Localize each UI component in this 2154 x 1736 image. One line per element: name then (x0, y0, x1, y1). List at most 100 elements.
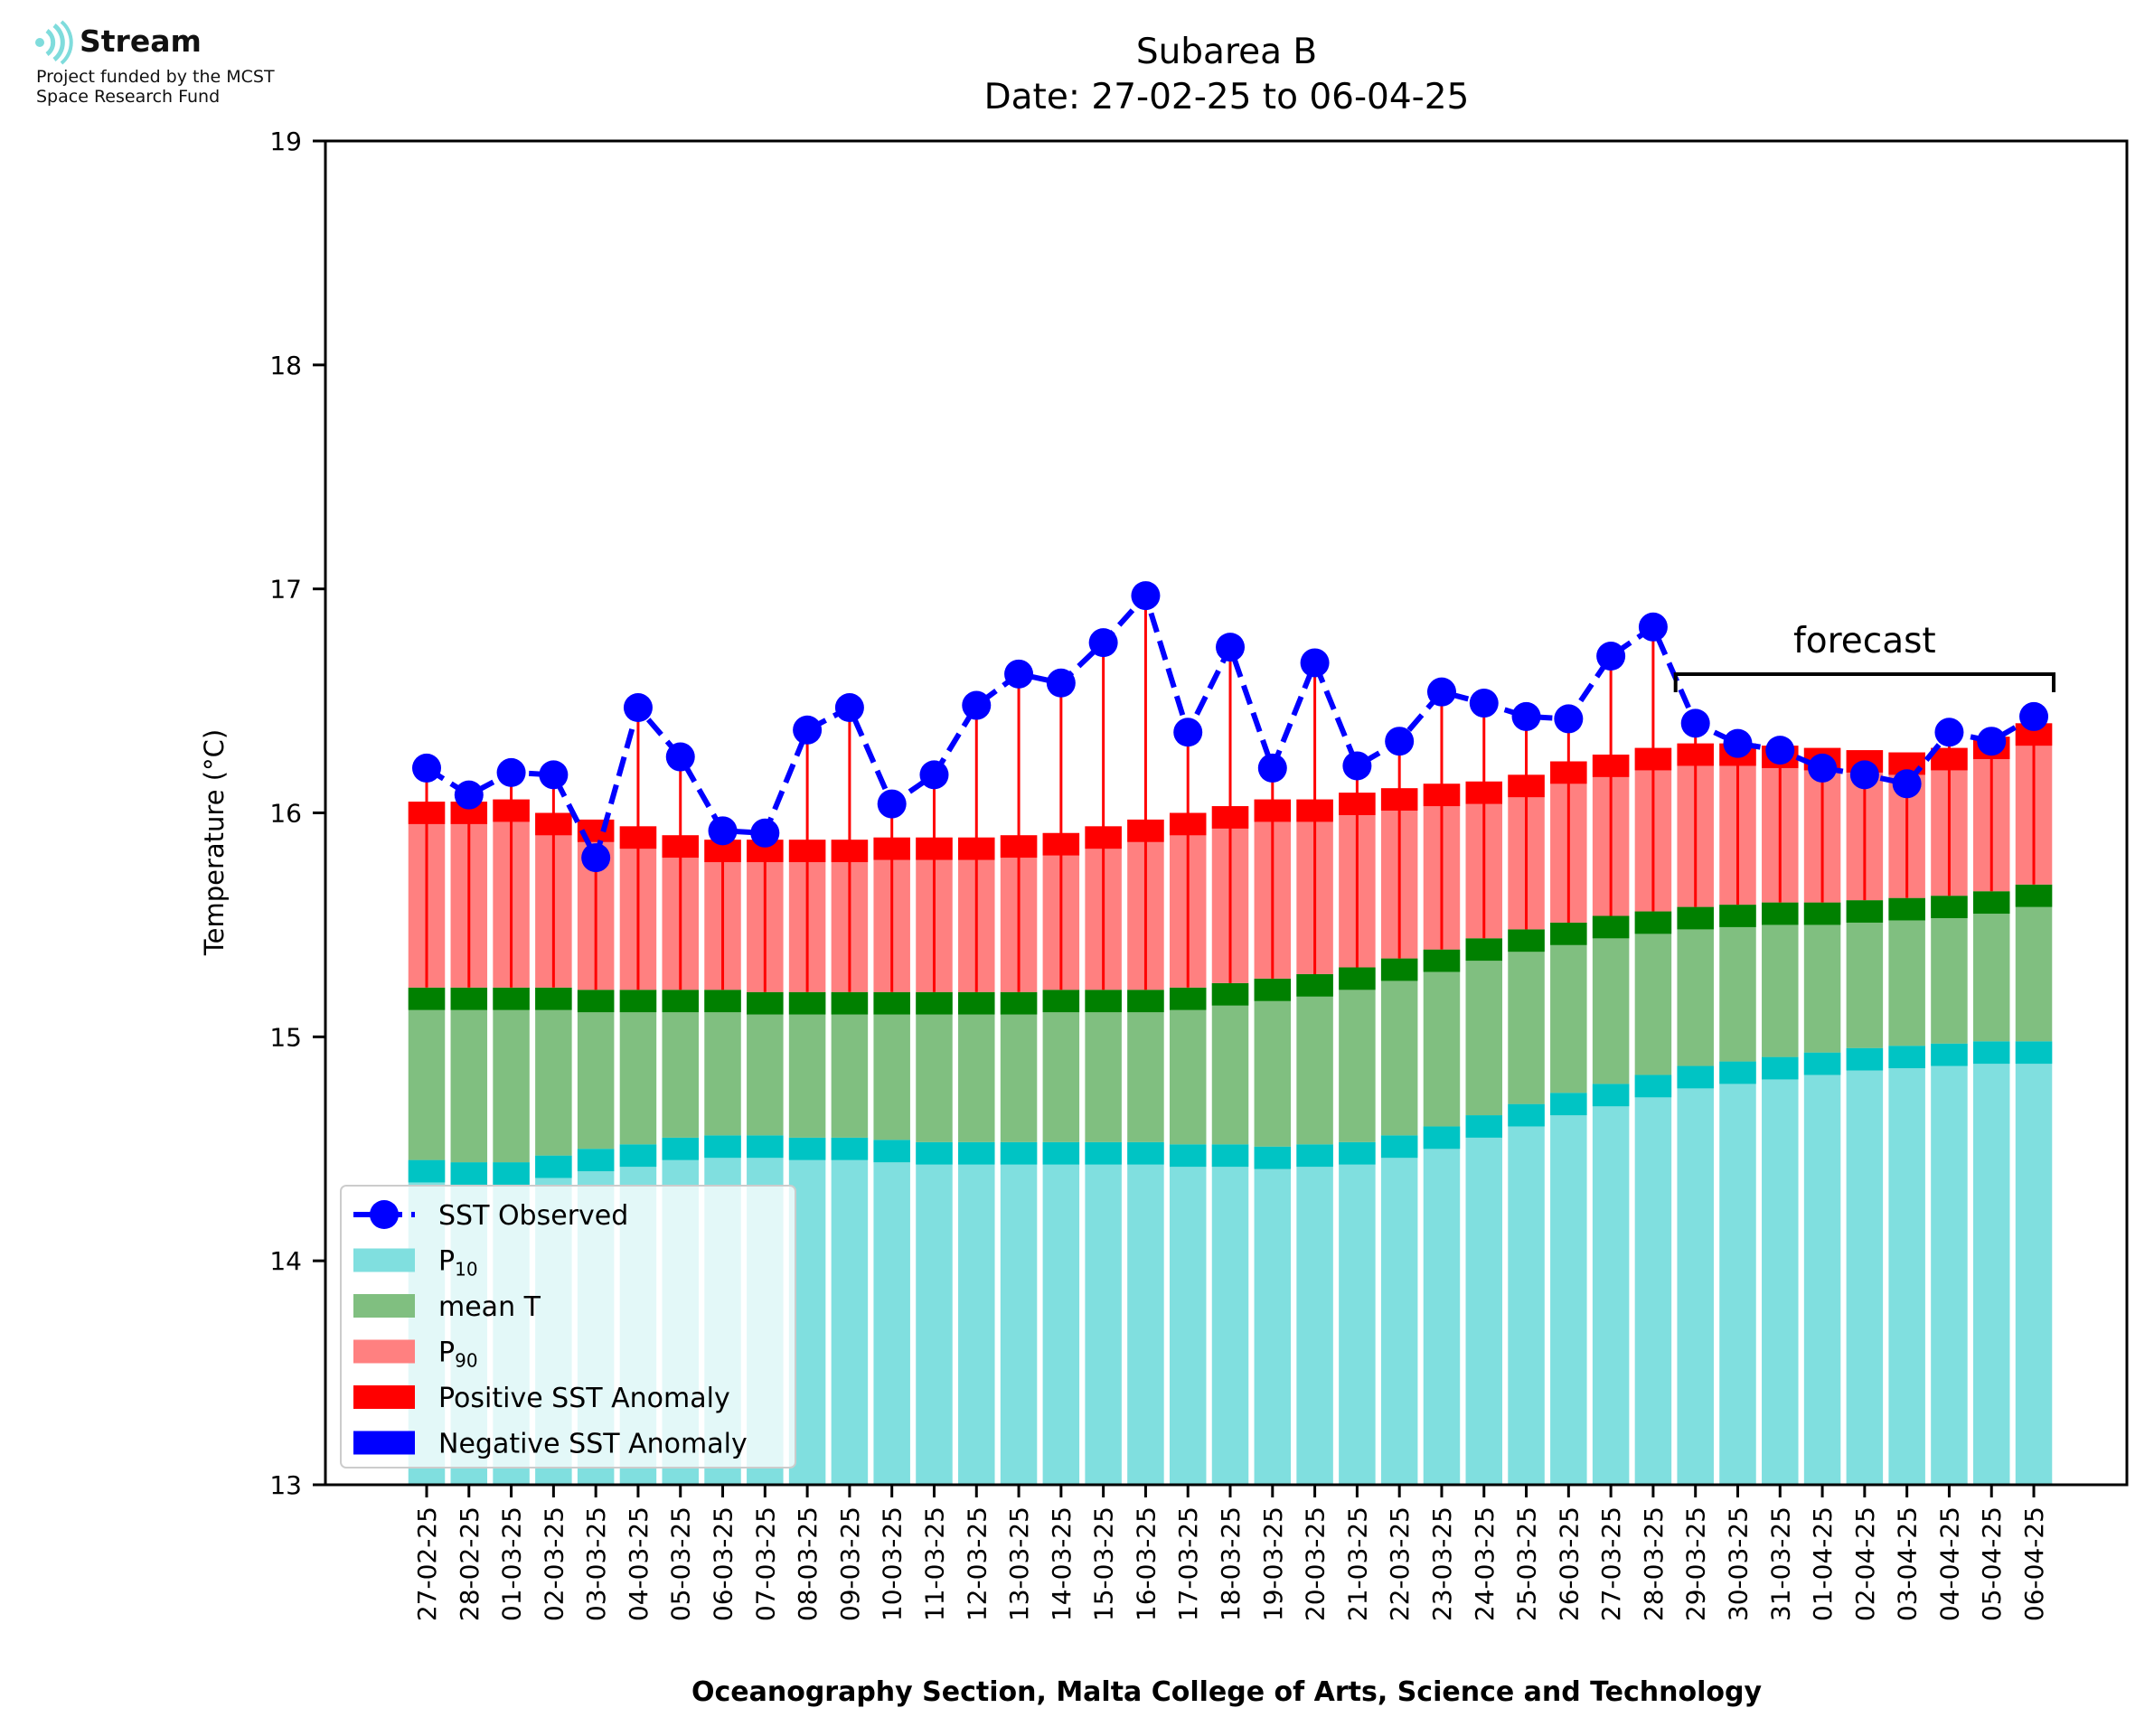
p10-bar (1888, 1046, 1925, 1485)
mean-bar (1972, 891, 2010, 1042)
sst-point (1173, 718, 1203, 747)
p10-bar-top (916, 1141, 953, 1165)
mean-bar (1803, 902, 1841, 1053)
p10-bar-top (619, 1144, 657, 1168)
mean-bar-top (1085, 990, 1122, 1013)
mean-bar (2015, 884, 2053, 1042)
mean-bar-top (1211, 982, 1249, 1006)
mean-bar (1339, 967, 1376, 1142)
mean-bar (408, 987, 446, 1160)
mean-bar (1169, 987, 1207, 1145)
p10-bar-top (788, 1137, 826, 1160)
x-tick-label: 09-03-25 (835, 1506, 865, 1621)
p10-bar-top (873, 1140, 910, 1163)
sst-point (1934, 718, 1964, 747)
p10-bar (1634, 1074, 1672, 1485)
mean-bar-top (916, 991, 953, 1015)
mean-bar-top (2015, 884, 2053, 907)
p10-bar-top (1254, 1146, 1292, 1169)
mean-bar (1380, 958, 1418, 1136)
chart-subtitle: Date: 27-02-25 to 06-04-25 (984, 77, 1470, 117)
mean-bar (1211, 982, 1249, 1145)
sst-point (454, 780, 484, 810)
p10-bar (1127, 1141, 1164, 1485)
p10-bar (831, 1137, 869, 1485)
sst-point (1765, 736, 1795, 765)
p10-bar-top (958, 1141, 995, 1165)
sst-point (581, 843, 611, 873)
x-tick-label: 29-03-25 (1681, 1506, 1711, 1621)
sst-point (412, 753, 441, 783)
sst-point (1723, 728, 1753, 758)
sst-point (1216, 633, 1246, 662)
p10-bar-top (1211, 1144, 1249, 1168)
logo-brand: Stream (80, 23, 202, 59)
mean-bar-top (1465, 938, 1502, 962)
p10-bar-top (1634, 1074, 1672, 1098)
sst-point (2019, 701, 2049, 731)
stream-waves-icon (35, 20, 73, 65)
p10-bar (1550, 1093, 1587, 1485)
y-tick-label: 15 (269, 1022, 302, 1052)
mean-bar-top (408, 987, 446, 1010)
p10-bar-top (1888, 1046, 1925, 1069)
mean-bar-top (493, 987, 530, 1010)
mean-bar-top (1972, 891, 2010, 915)
axes-layer: 13 14 15 16 17 18 19 27-02-25 28-02-25 01-03-25 02… (269, 127, 2129, 1621)
y-tick-label: 19 (269, 127, 302, 156)
mean-bar (535, 987, 572, 1156)
mean-bar (493, 987, 530, 1163)
sst-point (1977, 727, 2007, 756)
p10-bar (1592, 1084, 1630, 1485)
p10-bar-top (1846, 1047, 1884, 1071)
x-tick-label: 02-04-25 (1850, 1506, 1880, 1621)
p10-bar-top (2015, 1041, 2053, 1065)
mean-bar (1634, 911, 1672, 1075)
mean-bar (1296, 973, 1333, 1145)
mean-bar-top (1339, 967, 1376, 990)
p10-bar (1719, 1061, 1756, 1485)
p10-bar (1211, 1144, 1249, 1485)
p10-bar-top (831, 1137, 869, 1160)
mean-bar-top (1634, 911, 1672, 934)
sst-point (665, 742, 695, 772)
sst-point (1808, 753, 1838, 783)
sst-point (1385, 727, 1415, 756)
sst-point (1554, 704, 1584, 734)
mean-bar-top (1508, 929, 1545, 952)
mean-bar-top (747, 991, 784, 1015)
p10-bar-top (1508, 1103, 1545, 1127)
mean-bar (1085, 990, 1122, 1142)
mean-bar (831, 991, 869, 1138)
sst-layer (412, 581, 2049, 873)
sst-point (1300, 648, 1330, 678)
y-tick-label: 14 (269, 1246, 302, 1276)
p10-bar-top (1803, 1052, 1841, 1075)
mean-bar-top (1380, 958, 1418, 981)
x-tick-label: 28-02-25 (455, 1506, 484, 1621)
x-tick-label: 26-03-25 (1554, 1506, 1584, 1621)
mean-bar (1465, 938, 1502, 1116)
x-axis-label: Oceanography Section, Malta College of A… (691, 1676, 1763, 1708)
x-tick-label: 12-03-25 (962, 1506, 992, 1621)
sst-point (1892, 769, 1922, 799)
x-tick-label: 08-03-25 (793, 1506, 823, 1621)
sst-point (1257, 753, 1287, 783)
y-tick-label: 17 (269, 575, 302, 605)
sst-point (793, 715, 823, 745)
p10-bar (1339, 1141, 1376, 1485)
p10-bar (1042, 1141, 1080, 1485)
p10-bar (1508, 1103, 1545, 1485)
mean-bar-top (1254, 978, 1292, 1001)
p10-bar (1085, 1141, 1122, 1485)
sst-point (539, 760, 569, 790)
sst-point (962, 690, 992, 720)
p10-bar (1762, 1056, 1799, 1485)
mean-bar (704, 990, 741, 1136)
mean-bar (1677, 906, 1714, 1066)
p10-bar-top (450, 1162, 488, 1185)
p10-bar (1254, 1146, 1292, 1485)
mean-bar-top (1719, 905, 1756, 927)
p10-bar-top (1677, 1065, 1714, 1089)
